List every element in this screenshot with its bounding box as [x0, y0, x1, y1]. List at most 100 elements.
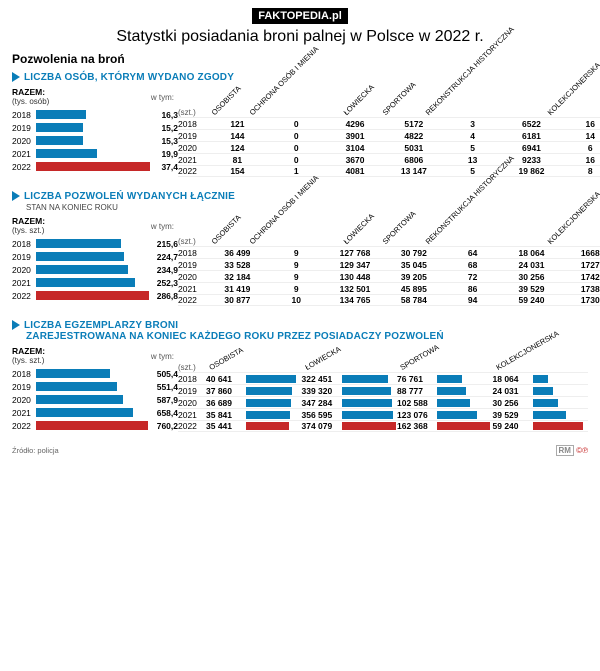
cell-with-bar: 76 761 [397, 374, 493, 384]
bar-year: 2022 [12, 421, 36, 431]
row-year: 2022 [178, 295, 208, 305]
cell: 9 [267, 260, 326, 270]
cell: 33 528 [208, 260, 267, 270]
mini-bar [246, 375, 296, 383]
table-row: 2018121042965172365221616210 [178, 117, 600, 129]
cell: 5 [443, 143, 502, 153]
cell: 13 [443, 155, 502, 165]
bar-year: 2020 [12, 136, 36, 146]
bar-value: 37,4 [161, 162, 178, 172]
mini-bar [342, 399, 392, 407]
bar-fill [36, 408, 133, 417]
cell-with-bar: 374 079 [302, 421, 398, 431]
row-year: 2021 [178, 410, 206, 420]
bar-year: 2022 [12, 162, 36, 172]
table-row: 202181036706806139233161137 [178, 153, 600, 165]
cell: 16 [561, 155, 600, 165]
mini-bar [246, 422, 289, 430]
cell-with-bar: 162 368 [397, 421, 493, 431]
cell: 81 [208, 155, 267, 165]
row-year: 2022 [178, 421, 206, 431]
cell: 5172 [384, 119, 443, 129]
cell: 0 [267, 131, 326, 141]
bar-year: 2019 [12, 382, 36, 392]
arrow-icon [12, 191, 20, 201]
footer-right: RM ©℗ [556, 446, 588, 455]
col-header: KOLEKCJONERSKA [545, 61, 600, 117]
bar-value: 252,3 [157, 278, 178, 288]
cell: 35 045 [384, 260, 443, 270]
bar-row: 2020587,9 [12, 393, 178, 406]
col-header: SPORTOWA [381, 209, 418, 246]
cell-value: 339 320 [302, 386, 340, 396]
szt-label: (szt.) [178, 237, 208, 246]
cell: 3104 [326, 143, 385, 153]
bar-year: 2021 [12, 278, 36, 288]
logo: FAKTOPEDIA.pl [252, 8, 348, 24]
cell: 129 347 [326, 260, 385, 270]
col-header: ŁOWIECKA [341, 83, 375, 117]
cell: 19 862 [502, 166, 561, 176]
table-row: 201840 641322 45176 76118 064 [178, 372, 588, 384]
mini-bar [246, 387, 292, 395]
cell-value: 35 841 [206, 410, 244, 420]
cell: 9 [267, 272, 326, 282]
bar-year: 2019 [12, 123, 36, 133]
bar-year: 2021 [12, 149, 36, 159]
bar-year: 2021 [12, 408, 36, 418]
bar-fill [36, 395, 123, 404]
cell: 1742 [561, 272, 600, 282]
cell-value: 24 031 [493, 386, 531, 396]
table-row: 20201240310450315694161136 [178, 141, 600, 153]
mini-bar [533, 411, 566, 419]
wtym-label: w tym: [151, 352, 174, 361]
cell: 39 205 [384, 272, 443, 282]
bar-year: 2020 [12, 395, 36, 405]
row-year: 2019 [178, 131, 208, 141]
cell-value: 347 284 [302, 398, 340, 408]
cell: 127 768 [326, 248, 385, 258]
cell-with-bar: 339 320 [302, 386, 398, 396]
bar-value: 286,8 [157, 291, 178, 301]
bar-fill [36, 149, 97, 158]
section-title2: ZAREJESTROWANA NA KONIEC KAŻDEGO ROKU PR… [26, 331, 588, 342]
bar-value: 505,4 [157, 369, 178, 379]
cell: 31 419 [208, 284, 267, 294]
cell: 94 [443, 295, 502, 305]
cell: 18 064 [502, 248, 561, 258]
col-header: ŁOWIECKA [341, 212, 375, 246]
table-row: 201937 860339 32088 77724 031 [178, 384, 588, 396]
mini-bar [342, 411, 394, 419]
bar-value: 16,3 [161, 110, 178, 120]
cell: 24 031 [502, 260, 561, 270]
bar-value: 215,6 [157, 239, 178, 249]
section-title: LICZBA EGZEMPLARZY BRONI [12, 320, 588, 331]
cell: 1 [267, 166, 326, 176]
bar-row: 2021658,4 [12, 406, 178, 419]
cell: 0 [267, 119, 326, 129]
bar-fill [36, 265, 128, 274]
cell-with-bar: 37 860 [206, 386, 302, 396]
row-year: 2018 [178, 374, 206, 384]
cell: 9 [267, 284, 326, 294]
mini-bar [533, 422, 583, 430]
bar-chart: RAZEM: w tym:(tys. szt.)2018505,42019551… [12, 346, 178, 432]
cell: 68 [443, 260, 502, 270]
cell: 6522 [502, 119, 561, 129]
cell: 144 [208, 131, 267, 141]
bar-fill [36, 136, 83, 145]
cell: 32 184 [208, 272, 267, 282]
cell-with-bar: 24 031 [493, 386, 589, 396]
row-year: 2018 [178, 119, 208, 129]
cell-value: 356 595 [302, 410, 340, 420]
row-year: 2020 [178, 272, 208, 282]
bar-fill [36, 369, 110, 378]
bar-fill [36, 278, 135, 287]
szt-label: (szt.) [178, 108, 208, 117]
cell-with-bar: 30 256 [493, 398, 589, 408]
bar-year: 2020 [12, 265, 36, 275]
bar-year: 2022 [12, 291, 36, 301]
cell: 4822 [384, 131, 443, 141]
cell-with-bar: 36 689 [206, 398, 302, 408]
data-table: (szt.)OSOBISTAŁOWIECKASPORTOWAKOLEKCJONE… [178, 346, 588, 432]
